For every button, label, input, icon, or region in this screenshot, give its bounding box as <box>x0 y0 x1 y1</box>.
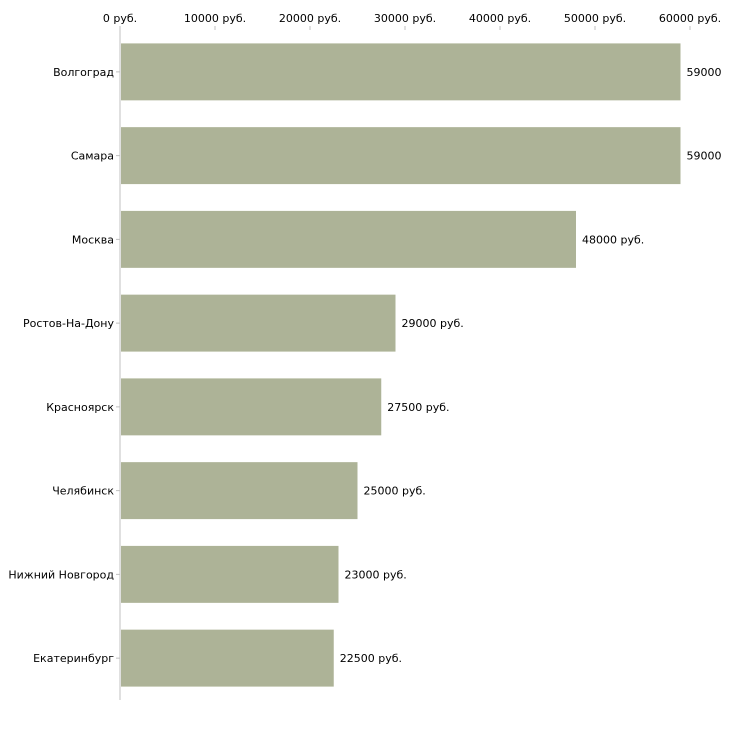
bar <box>121 462 358 520</box>
data-label: 59000 <box>687 66 722 79</box>
category-label: Нижний Новгород <box>8 568 114 581</box>
data-label: 27500 руб. <box>387 401 449 414</box>
x-axis-ticks: 0 руб. 10000 руб. 20000 руб. 30000 руб. 4000… <box>103 12 721 30</box>
bar <box>121 210 576 268</box>
x-tick-label: 0 руб. <box>103 12 137 25</box>
x-tick-label: 10000 руб. <box>184 12 246 25</box>
category-label: Ростов-На-Дону <box>23 317 114 330</box>
category-label: Челябинск <box>52 485 114 498</box>
category-label: Екатеринбург <box>33 652 114 665</box>
x-tick-label: 50000 руб. <box>564 12 626 25</box>
bar <box>121 294 396 352</box>
x-tick-label: 60000 руб. <box>659 12 721 25</box>
data-label: 29000 руб. <box>402 317 464 330</box>
data-label: 25000 руб. <box>364 485 426 498</box>
x-tick-label: 20000 руб. <box>279 12 341 25</box>
data-label: 22500 руб. <box>340 652 402 665</box>
category-label: Москва <box>72 233 114 246</box>
data-label: 23000 руб. <box>345 568 407 581</box>
x-tick-label: 30000 руб. <box>374 12 436 25</box>
category-label: Самара <box>71 150 114 163</box>
bar <box>121 629 334 687</box>
data-label: 48000 руб. <box>582 233 644 246</box>
bar <box>121 545 339 603</box>
data-label: 59000 <box>687 150 722 163</box>
bar <box>121 127 681 185</box>
x-tick-label: 40000 руб. <box>469 12 531 25</box>
category-label: Волгоград <box>53 66 114 79</box>
category-label: Красноярск <box>46 401 114 414</box>
bar <box>121 378 382 436</box>
bar <box>121 43 681 101</box>
bars-group: Волгоград 59000 Самара 59000 Москва 48000 руб… <box>8 43 722 687</box>
